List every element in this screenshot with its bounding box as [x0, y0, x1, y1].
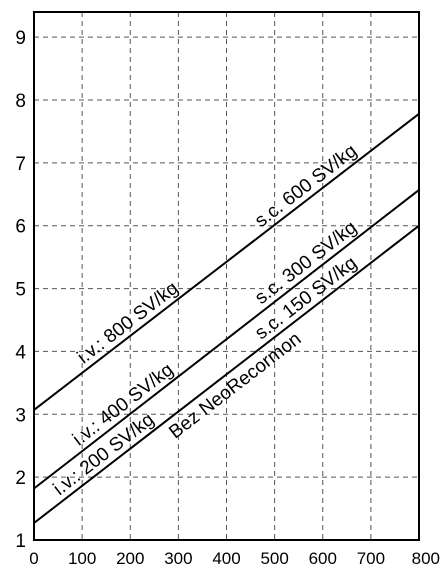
series-line-2 — [33, 189, 420, 490]
y-tick-label: 2 — [15, 468, 26, 489]
x-tick-label: 800 — [412, 549, 440, 568]
y-tick-label: 9 — [15, 28, 26, 49]
series-line-3 — [33, 224, 420, 524]
annotation-label: i.v.: 800 SV/kg — [74, 278, 183, 368]
x-tick-label: 600 — [309, 549, 337, 568]
x-tick-label: 200 — [116, 549, 144, 568]
x-tick-label: 500 — [260, 549, 288, 568]
plot-frame — [33, 11, 420, 541]
series-lines — [33, 113, 420, 524]
y-tick-label: 6 — [15, 217, 26, 238]
x-tick-label: 100 — [68, 549, 96, 568]
y-tick-label: 3 — [15, 405, 26, 426]
y-tick-label: 1 — [15, 531, 26, 552]
y-tick-label: 8 — [15, 91, 26, 112]
y-tick-label: 5 — [15, 280, 26, 301]
y-tick-label: 7 — [15, 154, 26, 175]
annotation-label: Bez NeoRecormon — [165, 328, 305, 443]
x-tick-label: 700 — [357, 549, 385, 568]
x-axis-ticks: 0 100 200 300 400 500 600 700 800 — [29, 549, 440, 568]
annotation-label: s.c. 600 SV/kg — [251, 140, 361, 231]
series-line-1 — [33, 113, 420, 411]
y-axis-ticks: 1 2 3 4 5 6 7 8 9 — [15, 28, 26, 552]
grid-lines — [34, 12, 419, 540]
x-tick-label: 300 — [164, 549, 192, 568]
x-tick-label: 400 — [212, 549, 240, 568]
x-tick-label: 0 — [29, 549, 38, 568]
y-tick-label: 4 — [15, 342, 26, 363]
